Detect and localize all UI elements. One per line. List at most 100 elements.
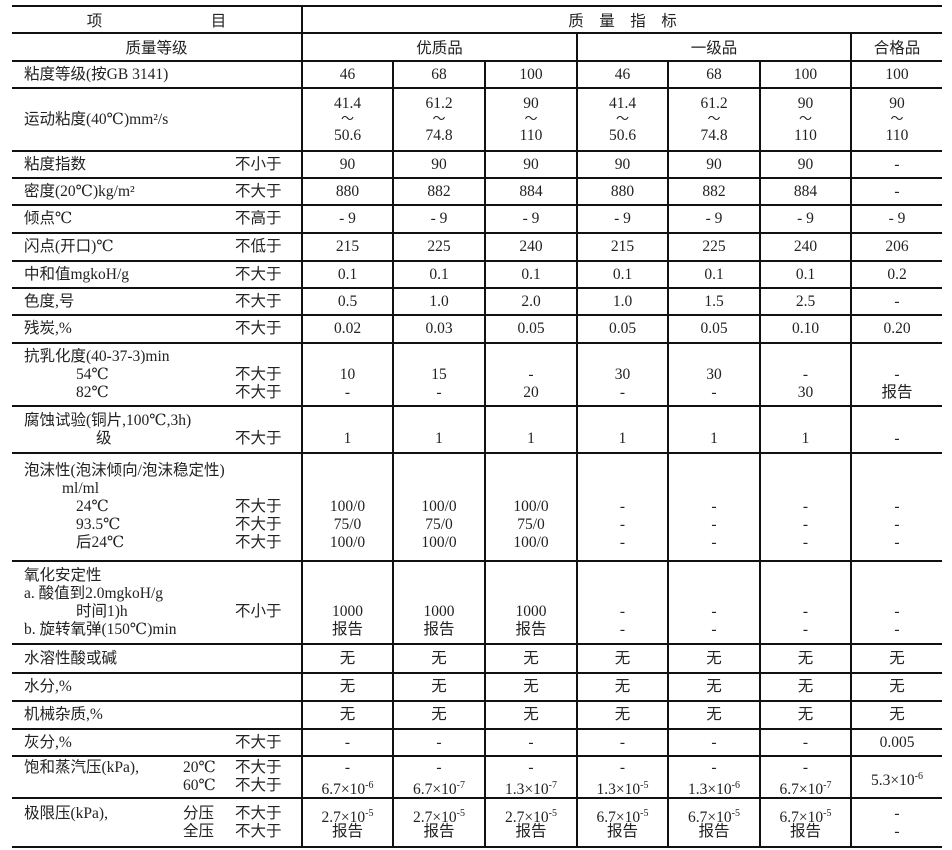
value-line [394, 348, 484, 366]
value-line: - [711, 733, 717, 751]
table-row: 倾点℃ 不高于 - 9 - 9 - 9 - 9 - 9 - 9 - 9 [12, 204, 943, 234]
value-cell: 1.5 [667, 287, 760, 316]
value-stack: 无 [486, 678, 576, 696]
row-label-cell: 灰分,% 不大于 [12, 728, 302, 757]
value-stack: 无 [669, 678, 759, 696]
label-line: 水溶性酸或碱 [24, 649, 118, 667]
value-stack: -6.7×10-7 [761, 759, 850, 798]
value-line: ～ [615, 110, 629, 126]
value-line [669, 585, 759, 603]
value-line [486, 462, 576, 480]
value-cell: 0.1 [759, 260, 851, 289]
value-stack: 1000 报告 [486, 567, 576, 639]
value-stack: 30- [669, 348, 759, 402]
value-stack: -1.3×10-5 [578, 759, 667, 798]
value-line: 无 [614, 706, 631, 723]
label-line: 中和值mgkoH/g [24, 265, 130, 283]
value-cell: - [849, 150, 943, 179]
value-cell: 无 [667, 643, 760, 674]
value-stack: -30 [761, 348, 850, 402]
row-condition: 不小于 [235, 156, 301, 174]
header-item: 项 目 [12, 5, 302, 34]
value-line: - [894, 620, 900, 638]
value-line: 报告 [789, 822, 821, 840]
value-line: 无 [339, 678, 356, 695]
value-line: - [436, 759, 442, 776]
value-stack: 0.10 [761, 320, 850, 338]
value-base: 2.7×10 [321, 808, 366, 826]
value-stack: 6.7×10-5 报告 [578, 805, 667, 841]
value-stack: 0.05 [669, 320, 759, 338]
value-cell: 0.2 [849, 260, 943, 289]
value-line: - [528, 365, 534, 383]
value-stack: 2.7×10-5 报告 [486, 805, 576, 841]
value-cell: 90 [576, 150, 668, 179]
row-label-main: 灰分,% [12, 734, 235, 752]
value-line: - [711, 602, 717, 620]
row-label-cell: 闪点(开口)℃ 不低于 [12, 232, 302, 262]
value-line [669, 348, 759, 366]
value-cell: 90 [484, 150, 577, 179]
value-cell: 240 [759, 232, 851, 262]
value-line: 报告 [515, 620, 547, 638]
value-line [303, 412, 392, 430]
value-line: 1 [343, 429, 352, 447]
value-line: 20 [523, 383, 539, 401]
value-line: 无 [614, 649, 631, 667]
value-cell: - [667, 728, 760, 757]
value-line: - [619, 383, 626, 401]
row-condition [235, 650, 301, 668]
value-cell: 240 [484, 232, 577, 262]
value-line: 无 [339, 706, 356, 723]
table-row: 密度(20℃)kg/m² 不大于 880 882 884 880 882 884 - [12, 177, 943, 206]
value-line: 无 [431, 706, 447, 723]
value-line: 2.5 [795, 292, 816, 310]
value-line [852, 480, 942, 498]
label-line: ml/ml [62, 480, 100, 497]
value-line: - [802, 759, 809, 776]
value-cell: 884 [759, 177, 851, 206]
value-line: 240 [519, 238, 543, 255]
condition-line [235, 462, 301, 480]
value-cell: -- [759, 560, 851, 645]
row-label-cell: 粘度指数 不小于 [12, 150, 302, 179]
row-condition: 不大于 [235, 734, 301, 752]
value-line [394, 480, 484, 498]
row-label-cell: 氧化安定性 a. 酸值到2.0mgkoH/g 时间1)h b. 旋转氧弹(150℃)m… [12, 560, 302, 645]
value-exponent: -5 [640, 807, 649, 819]
value-stack: - 报告 [852, 348, 942, 402]
label-line: 色度,号 [24, 292, 75, 310]
value-line: 报告 [331, 822, 363, 840]
value-cell: 无 [392, 672, 485, 702]
value-line [852, 412, 942, 430]
row-label-main: 粘度指数 [12, 156, 235, 174]
value-cell: 0.05 [576, 314, 668, 344]
table-row: 极限压(kPa), 分压 全压 不大于 不大于 2.7×10-5 报告 2.7×10-5 报告 2… [12, 797, 943, 848]
value-cell: -- [667, 560, 760, 645]
row-label-main: 倾点℃ [12, 210, 235, 228]
value-cell: 90 [667, 150, 760, 179]
row-label-main: 极限压(kPa), [12, 805, 183, 841]
value-line: 100/0 [421, 534, 457, 551]
value-line: 0.1 [521, 265, 541, 283]
condition-line [235, 348, 301, 366]
value-stack: 30- [578, 348, 667, 402]
value-cell: -- [576, 560, 668, 645]
value-line: 46 [339, 65, 356, 83]
value-line: 100 [793, 65, 818, 83]
value-line: 74.8 [425, 126, 453, 144]
value-stack: 2.0 [486, 293, 576, 311]
condition-line: 不大于 [235, 383, 282, 401]
value-line: - [619, 620, 626, 638]
value-line: 1000 [332, 602, 363, 620]
value-line: 90 [523, 155, 539, 173]
row-label-cell: 密度(20℃)kg/m² 不大于 [12, 177, 302, 206]
value-line: 0.05 [700, 320, 728, 337]
value-line: 报告 [423, 822, 455, 840]
label-line: a. 酸值到2.0mgkoH/g [24, 584, 164, 602]
value-stack: --- [761, 462, 850, 552]
value-cell: 1000 报告 [301, 560, 393, 645]
value-exponent: -7 [456, 780, 465, 791]
value-stack: 880 [303, 183, 392, 201]
value-line: 30 [614, 365, 631, 383]
